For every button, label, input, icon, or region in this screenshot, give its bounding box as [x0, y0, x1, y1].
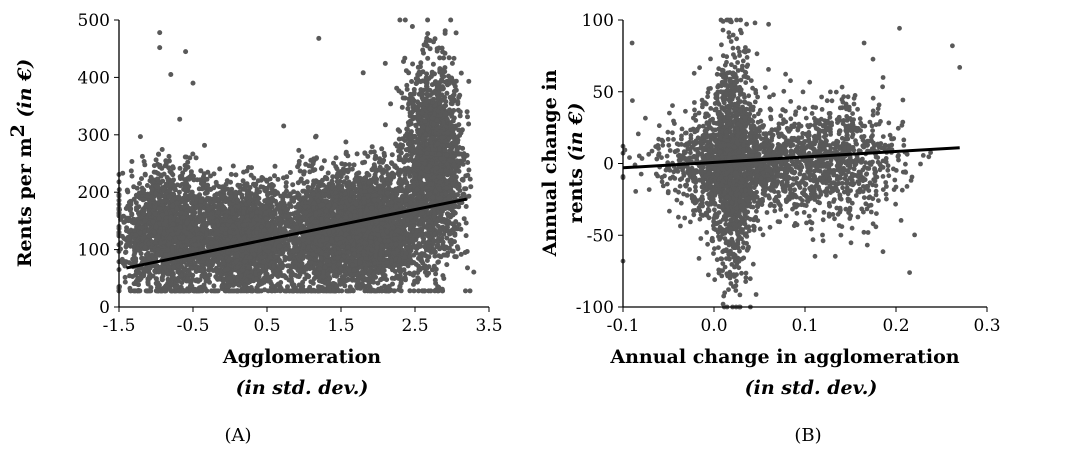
chart-a-point [413, 261, 419, 267]
chart-a-point [331, 160, 336, 166]
chart-a-point [440, 49, 446, 55]
chart-a-point [233, 172, 239, 178]
chart-a-point [466, 78, 472, 84]
chart-a-points [116, 17, 477, 294]
chart-a-point [330, 174, 336, 180]
chart-a-point [432, 277, 438, 283]
chart-a-point [411, 281, 416, 287]
chart-a-point [424, 71, 430, 77]
chart-a-point [275, 176, 281, 182]
chart-a-point [444, 90, 450, 96]
chart-a-point [399, 104, 405, 110]
chart-a-point [375, 280, 381, 286]
chart-a-point [129, 173, 135, 179]
chart-a-point [441, 55, 447, 61]
chart-a-point [444, 235, 450, 241]
chart-a-point [139, 153, 145, 159]
chart-a-point [465, 265, 470, 271]
chart-a-point [425, 31, 431, 37]
chart-a-point [442, 28, 448, 34]
chart-a-point [345, 277, 351, 283]
chart-a-point [440, 239, 446, 245]
chart-a-point [177, 116, 183, 122]
chart-a-point [425, 55, 431, 61]
chart-a-point [435, 284, 441, 290]
chart-a-point [409, 79, 415, 84]
chart-a-point [420, 47, 426, 53]
chart-a-point [312, 167, 318, 173]
chart-a-point [137, 134, 143, 140]
chart-a-point [399, 90, 405, 96]
chart-a-point [466, 167, 472, 173]
chart-a-point [124, 187, 130, 193]
chart-a-point [129, 159, 135, 164]
chart-a-point [130, 256, 136, 262]
chart-a-point [296, 147, 302, 153]
chart-a-point [448, 17, 454, 23]
chart-a-point [419, 288, 425, 294]
chart-a-point [398, 149, 404, 155]
chart-a-point [411, 270, 417, 276]
chart-a-point [325, 170, 331, 176]
chart-a-point [391, 288, 397, 294]
chart-a-point [463, 288, 468, 294]
chart-a-point [382, 153, 387, 159]
chart-a-point [453, 30, 459, 36]
chart-a-point [444, 262, 450, 268]
chart-a-point [228, 179, 233, 185]
chart-a-point [202, 142, 207, 148]
chart-a-point [324, 176, 330, 182]
chart-a-point [362, 288, 368, 294]
chart-a-point [159, 147, 165, 152]
chart-a-point [283, 184, 289, 189]
chart-a-point [228, 171, 234, 177]
chart-a-point [299, 154, 305, 160]
chart-a-point [439, 244, 445, 250]
chart-a-point [452, 232, 458, 238]
chart-a-point [220, 279, 226, 284]
chart-a-point [400, 95, 406, 101]
chart-a-point [458, 70, 464, 76]
chart-a-point [349, 166, 355, 172]
chart-a-point [388, 101, 394, 107]
chart-a-point [405, 106, 411, 112]
chart-a-point [415, 275, 421, 281]
chart-a-point [321, 158, 327, 164]
chart-a-point [463, 204, 469, 209]
chart-a-point [401, 267, 407, 273]
chart-a-point [407, 271, 413, 277]
chart-a-point [389, 152, 395, 158]
chart-a-point [379, 146, 385, 152]
chart-a-point [425, 17, 431, 23]
chart-a-point [382, 60, 388, 66]
chart-a-point [351, 162, 357, 168]
chart-a-point [193, 155, 199, 161]
chart-a-point [410, 61, 416, 67]
chart-a-point [342, 162, 348, 167]
chart-a-point [409, 24, 415, 29]
chart-a-point [369, 144, 375, 150]
chart-a-point [122, 274, 128, 280]
chart-a-point [230, 163, 236, 169]
